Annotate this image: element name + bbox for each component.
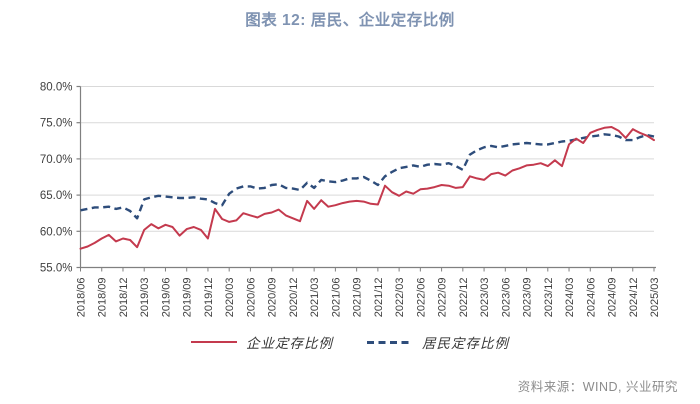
x-tick-label: 2019/03 bbox=[139, 278, 151, 318]
x-tick-label: 2024/09 bbox=[607, 278, 619, 318]
source-note: 资料来源：WIND, 兴业研究 bbox=[517, 380, 678, 394]
legend-label-resident: 居民定存比例 bbox=[422, 336, 509, 351]
x-tick-label: 2019/06 bbox=[160, 278, 172, 318]
resident-series-line bbox=[80, 133, 655, 220]
y-tick-label: 60.0% bbox=[40, 226, 73, 238]
resident-line-swatch bbox=[367, 340, 413, 344]
x-tick-label: 2023/12 bbox=[543, 278, 555, 318]
x-tick-label: 2019/09 bbox=[182, 278, 194, 318]
x-tick-label: 2018/09 bbox=[97, 278, 109, 318]
x-tick-label: 2021/06 bbox=[330, 278, 342, 318]
x-tick-label: 2024/03 bbox=[564, 278, 576, 318]
x-tick-label: 2022/06 bbox=[415, 278, 427, 318]
y-tick-label: 80.0% bbox=[40, 82, 73, 94]
x-tick-label: 2018/12 bbox=[118, 278, 130, 318]
legend-label-enterprise: 企业定存比例 bbox=[246, 336, 333, 351]
y-tick-label: 70.0% bbox=[40, 154, 73, 166]
x-tick-label: 2021/09 bbox=[352, 278, 364, 318]
enterprise-series-line bbox=[79, 126, 655, 250]
x-tick-label: 2021/12 bbox=[373, 278, 385, 318]
x-tick-label: 2020/09 bbox=[267, 278, 279, 318]
x-tick-label: 2020/06 bbox=[245, 278, 257, 318]
legend-item-enterprise: 企业定存比例 bbox=[191, 332, 333, 352]
x-tick-label: 2025/03 bbox=[649, 278, 661, 318]
line-chart: 55.0% 60.0% 65.0% 70.0% 75.0% 80.0% 2018/06 201… bbox=[40, 82, 661, 318]
x-tick-label: 2023/09 bbox=[522, 278, 534, 318]
x-tick-label: 2022/12 bbox=[458, 278, 470, 318]
y-tick-label: 55.0% bbox=[40, 263, 73, 275]
x-tick-label: 2022/09 bbox=[437, 278, 449, 318]
x-tick-label: 2020/12 bbox=[288, 278, 300, 318]
x-tick-label: 2018/06 bbox=[76, 278, 88, 318]
x-tick-label: 2023/06 bbox=[500, 278, 512, 318]
y-tick-label: 75.0% bbox=[40, 118, 73, 130]
y-tick-label: 65.0% bbox=[40, 190, 73, 202]
x-tick-label: 2019/12 bbox=[203, 278, 215, 318]
x-tick-label: 2024/06 bbox=[585, 278, 597, 318]
x-tick-label: 2024/12 bbox=[628, 278, 640, 318]
legend-item-resident: 居民定存比例 bbox=[367, 332, 509, 352]
chart-legend: 企业定存比例 居民定存比例 bbox=[0, 332, 700, 352]
chart-title: 图表 12: 居民、企业定存比例 bbox=[245, 12, 455, 29]
enterprise-line-swatch bbox=[191, 341, 237, 343]
x-tick-label: 2023/03 bbox=[479, 278, 491, 318]
x-tick-label: 2022/03 bbox=[394, 278, 406, 318]
x-tick-label: 2021/03 bbox=[309, 278, 321, 318]
x-tick-label: 2020/03 bbox=[224, 278, 236, 318]
